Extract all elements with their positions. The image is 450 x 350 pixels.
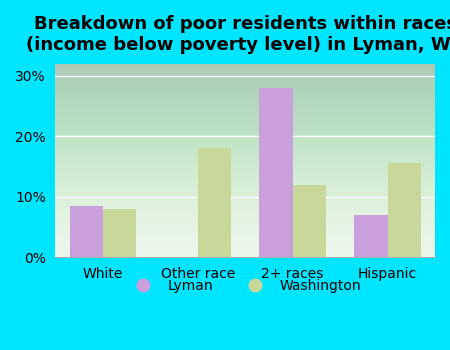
Title: Breakdown of poor residents within races
(income below poverty level) in Lyman, : Breakdown of poor residents within races… [26, 15, 450, 54]
Bar [103, 209, 136, 257]
Legend: Lyman, Washington: Lyman, Washington [123, 273, 367, 299]
Bar [292, 184, 326, 257]
Bar [387, 163, 421, 257]
Bar [198, 148, 231, 257]
Bar [70, 206, 103, 257]
Bar [260, 88, 292, 257]
Bar [354, 215, 387, 257]
